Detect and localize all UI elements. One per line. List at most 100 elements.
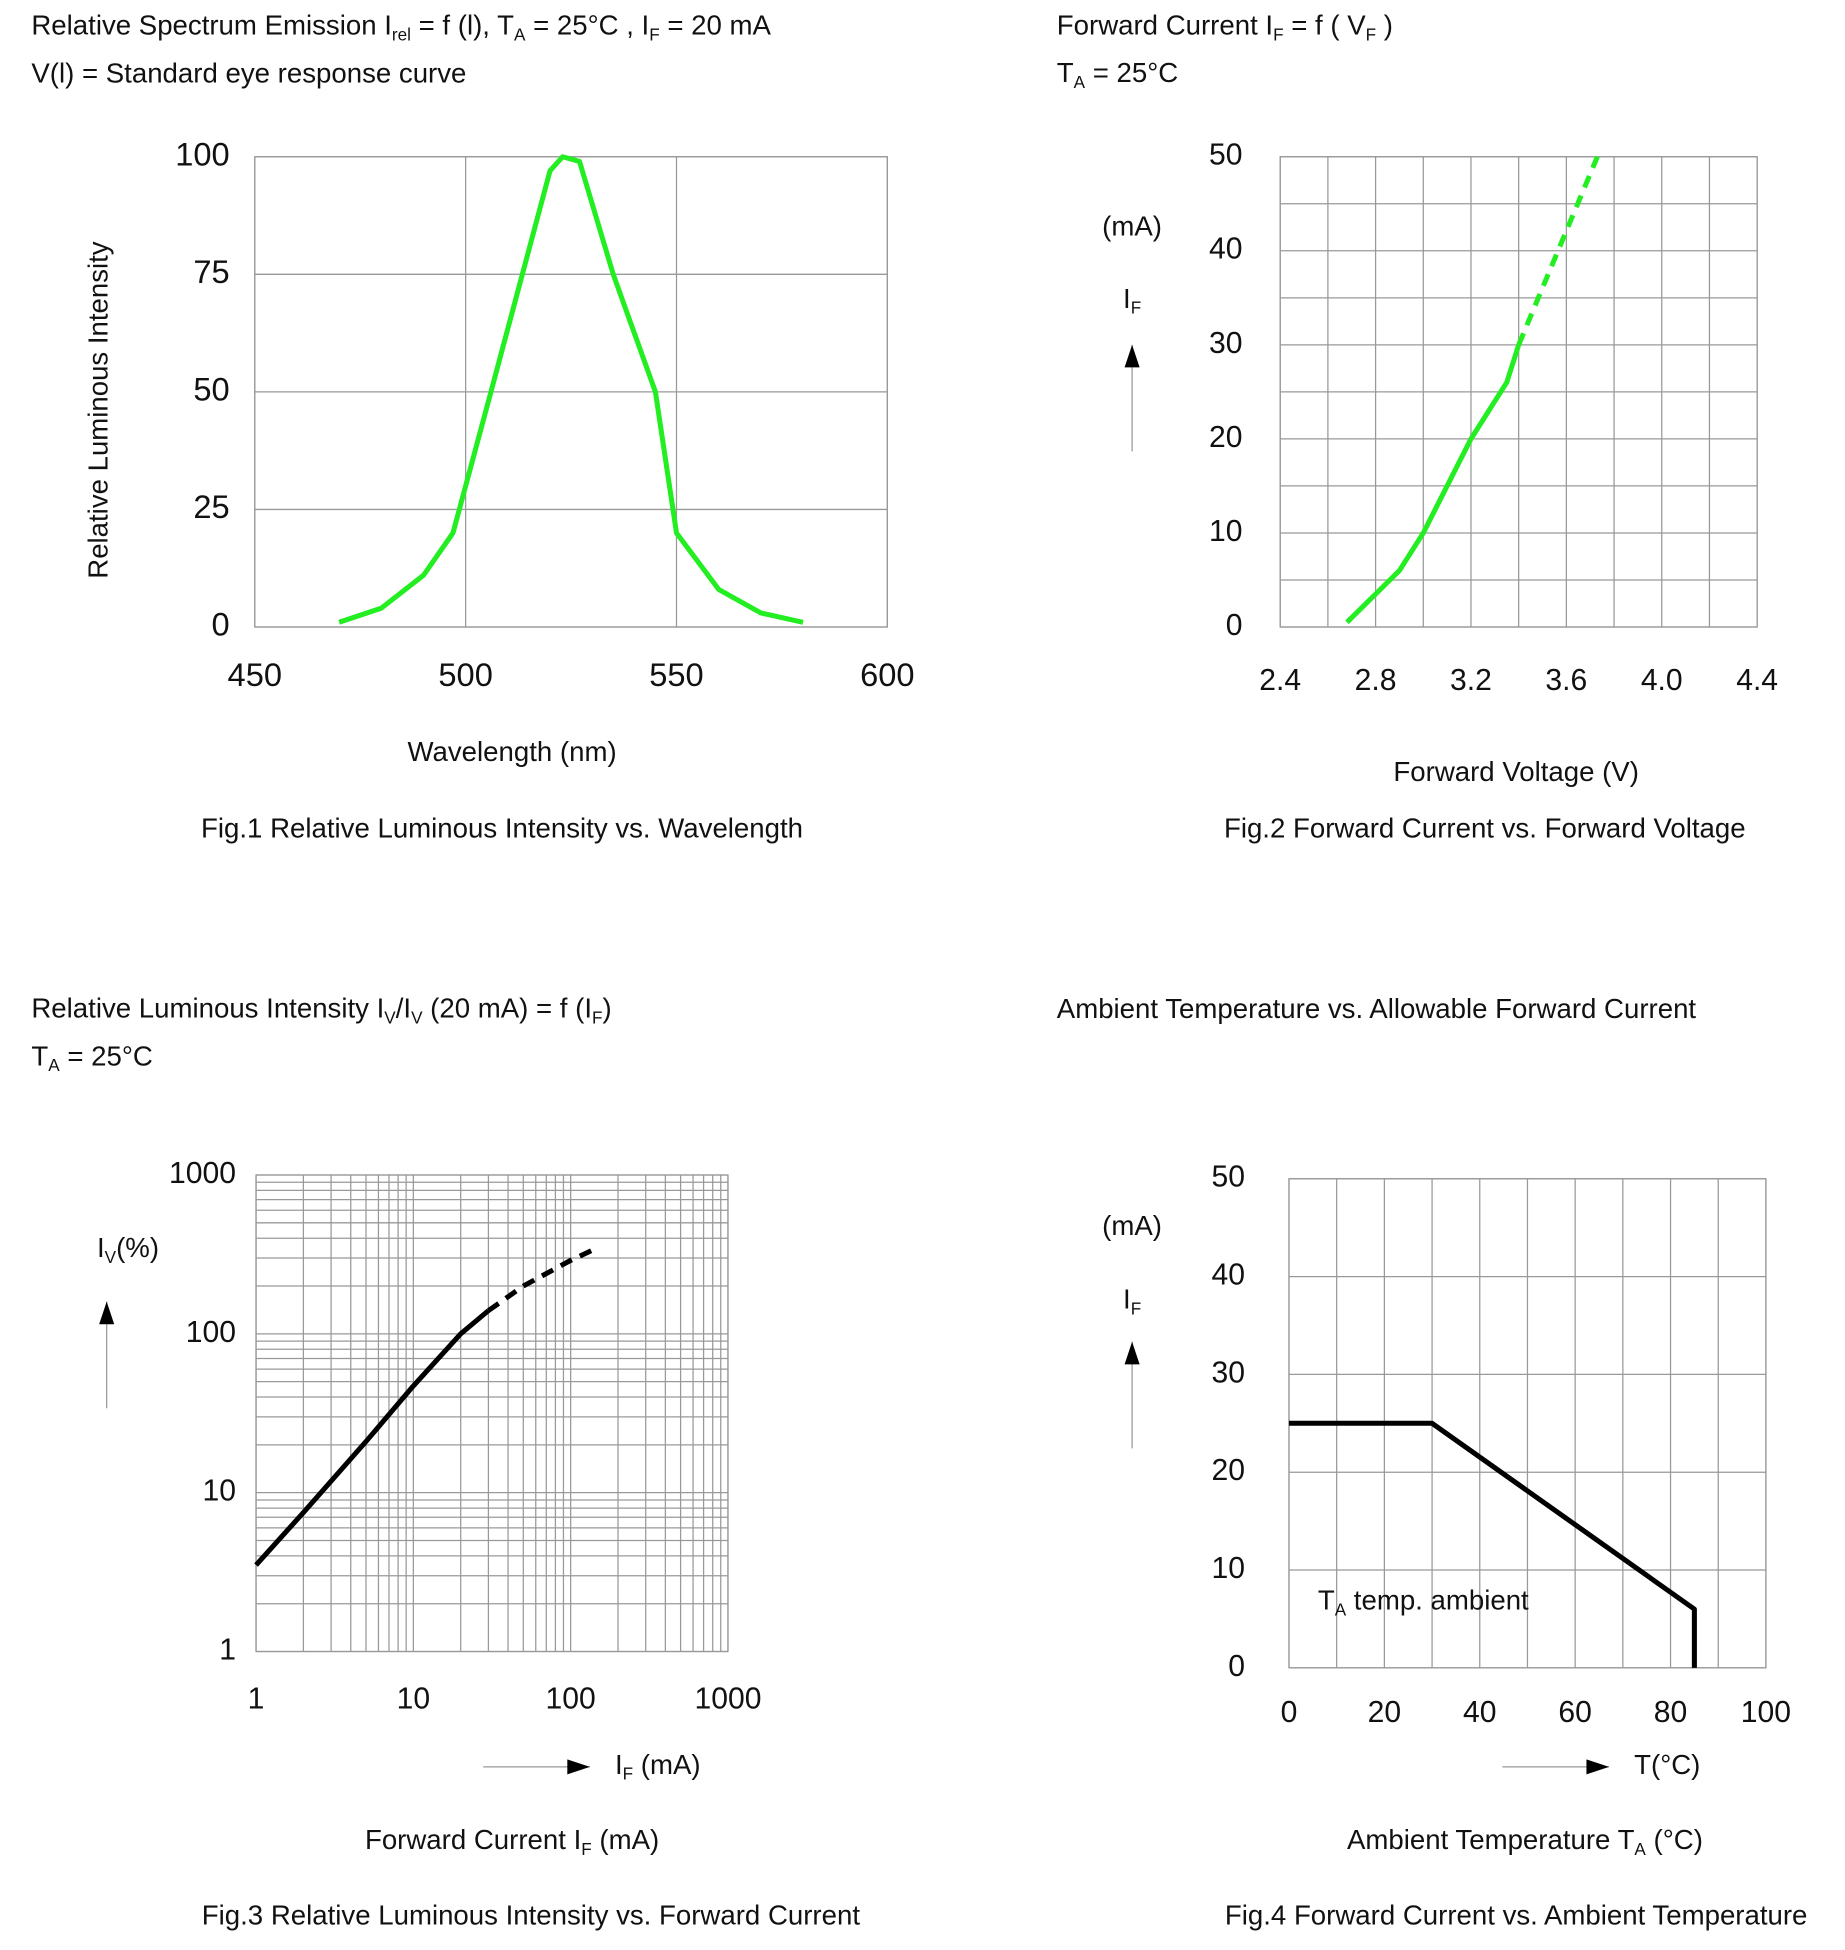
- y-axis-unit: (mA): [1102, 211, 1162, 242]
- x-axis-title-part: A: [1634, 1839, 1646, 1858]
- arrow-head: [99, 1301, 115, 1325]
- x-tick-label: 3.2: [1450, 664, 1492, 697]
- annotation: TA temp. ambient: [1318, 1585, 1529, 1619]
- y-tick-label: 1000: [169, 1157, 236, 1190]
- plot-frame: [255, 1174, 729, 1653]
- chart-title-part: Relative Luminous Intensity I: [31, 993, 384, 1024]
- annotation-part: T: [1318, 1585, 1335, 1616]
- chart-title-part: = f ( V: [1284, 10, 1367, 41]
- chart-title-part: A: [514, 25, 526, 44]
- plot-frame: [1279, 156, 1758, 628]
- x-axis-label-part: F: [623, 1764, 633, 1783]
- arrow-head: [1124, 344, 1140, 368]
- x-axis-title-part: (°C): [1646, 1824, 1703, 1855]
- data-line: [254, 1308, 491, 1567]
- x-axis-label: Forward Voltage (V): [1393, 756, 1638, 787]
- x-axis-title-part: F: [581, 1839, 591, 1858]
- x-tick-label: 80: [1654, 1696, 1687, 1729]
- x-tick-label: 600: [860, 656, 914, 693]
- annotation-part: temp. ambient: [1346, 1585, 1529, 1616]
- x-tick-label: 20: [1368, 1696, 1401, 1729]
- annotation-part: A: [1335, 1600, 1347, 1619]
- chart-title-part: F: [1366, 25, 1376, 44]
- y-axis-label-part: I: [1123, 1284, 1131, 1315]
- chart-subtitle: V(l) = Standard eye response curve: [31, 58, 466, 89]
- y-tick-label: 100: [175, 135, 229, 172]
- x-tick-label: 0: [1281, 1696, 1298, 1729]
- y-tick-label: 0: [212, 606, 230, 643]
- chart-subtitle-part: A: [48, 1056, 60, 1075]
- y-tick-label: 0: [1228, 1650, 1245, 1683]
- y-axis-label: IV(%): [97, 1233, 159, 1267]
- y-tick-label: 10: [1209, 515, 1242, 548]
- chart-title-part: ): [1376, 10, 1393, 41]
- y-tick-label: 100: [186, 1316, 236, 1349]
- chart-title-part: = f (l), T: [411, 10, 514, 41]
- y-axis-label-part: V: [105, 1247, 117, 1266]
- x-axis-title: Forward Current IF (mA): [365, 1824, 659, 1858]
- y-tick-label: 20: [1212, 1454, 1245, 1487]
- y-tick-label: 20: [1209, 421, 1242, 454]
- x-tick-label: 1000: [694, 1682, 761, 1715]
- x-tick-label: 2.8: [1355, 664, 1397, 697]
- chart-title-part: F: [1273, 25, 1283, 44]
- chart-subtitle-part: T: [31, 1041, 48, 1072]
- chart-subtitle-part: A: [1074, 72, 1086, 91]
- data-line: [486, 1245, 600, 1313]
- chart-title: Relative Spectrum Emission Irel = f (l),…: [31, 10, 771, 44]
- x-tick-label: 100: [546, 1682, 596, 1715]
- chart-subtitle: TA = 25°C: [1057, 58, 1178, 92]
- x-tick-label: 500: [438, 656, 492, 693]
- y-tick-label: 30: [1209, 327, 1242, 360]
- chart-title-part: ): [602, 993, 611, 1024]
- chart-title-part: F: [649, 25, 659, 44]
- y-tick-label: 75: [193, 253, 229, 290]
- x-axis-label: Wavelength (nm): [407, 736, 616, 767]
- y-axis-label: IF: [1123, 1284, 1141, 1318]
- chart-title-part: Forward Current I: [1057, 10, 1273, 41]
- x-tick-label: 10: [397, 1682, 430, 1715]
- data-line: [1345, 344, 1522, 625]
- chart-title-part: V: [384, 1008, 396, 1027]
- x-tick-label: 1: [248, 1682, 265, 1715]
- x-tick-label: 4.0: [1641, 664, 1683, 697]
- data-line: [1288, 1420, 1697, 1668]
- y-tick-label: 40: [1209, 233, 1242, 266]
- x-axis-title-part: Forward Current I: [365, 1824, 581, 1855]
- chart-subtitle: TA = 25°C: [31, 1041, 152, 1075]
- y-tick-label: 10: [202, 1475, 235, 1508]
- y-axis-label-part: (%): [116, 1233, 159, 1264]
- chart-title-part: /I: [396, 993, 411, 1024]
- chart-title-part: (20 mA) = f (I: [423, 993, 593, 1024]
- chart-title: Relative Luminous Intensity IV/IV (20 mA…: [31, 993, 611, 1027]
- y-tick-label: 25: [193, 488, 229, 525]
- x-axis-label-part: (mA): [633, 1749, 700, 1780]
- arrow-head: [1586, 1759, 1610, 1775]
- arrow-head: [1124, 1341, 1140, 1365]
- y-axis-label: Relative Luminous Intensity: [83, 241, 114, 578]
- x-axis-title-part: (mA): [592, 1824, 659, 1855]
- y-axis-label-part: F: [1131, 298, 1141, 317]
- chart-title-part: F: [592, 1008, 602, 1027]
- x-tick-label: 2.4: [1259, 664, 1301, 697]
- arrow-head: [567, 1759, 590, 1775]
- figure-caption: Fig.3 Relative Luminous Intensity vs. Fo…: [202, 1900, 861, 1931]
- y-axis-label: IF: [1123, 283, 1141, 317]
- y-axis-label-part: F: [1131, 1299, 1141, 1318]
- y-axis-label-part: I: [97, 1233, 105, 1264]
- figure-caption: Fig.4 Forward Current vs. Ambient Temper…: [1225, 1900, 1808, 1931]
- y-axis-unit: (mA): [1102, 1210, 1162, 1241]
- y-tick-label: 50: [193, 370, 229, 407]
- chart-subtitle-part: = 25°C: [60, 1041, 153, 1072]
- x-tick-label: 40: [1463, 1696, 1496, 1729]
- x-axis-label: T(°C): [1634, 1749, 1700, 1780]
- x-axis-title: Ambient Temperature TA (°C): [1347, 1824, 1703, 1858]
- chart-title-part: = 20 mA: [660, 10, 772, 41]
- sheet-content: Relative Spectrum Emission Irel = f (l),…: [31, 10, 1807, 1931]
- y-tick-label: 30: [1212, 1356, 1245, 1389]
- x-tick-label: 550: [649, 656, 703, 693]
- y-tick-label: 10: [1212, 1552, 1245, 1585]
- chart-title: Forward Current IF = f ( VF ): [1057, 10, 1393, 44]
- chart-title-part: V: [411, 1008, 423, 1027]
